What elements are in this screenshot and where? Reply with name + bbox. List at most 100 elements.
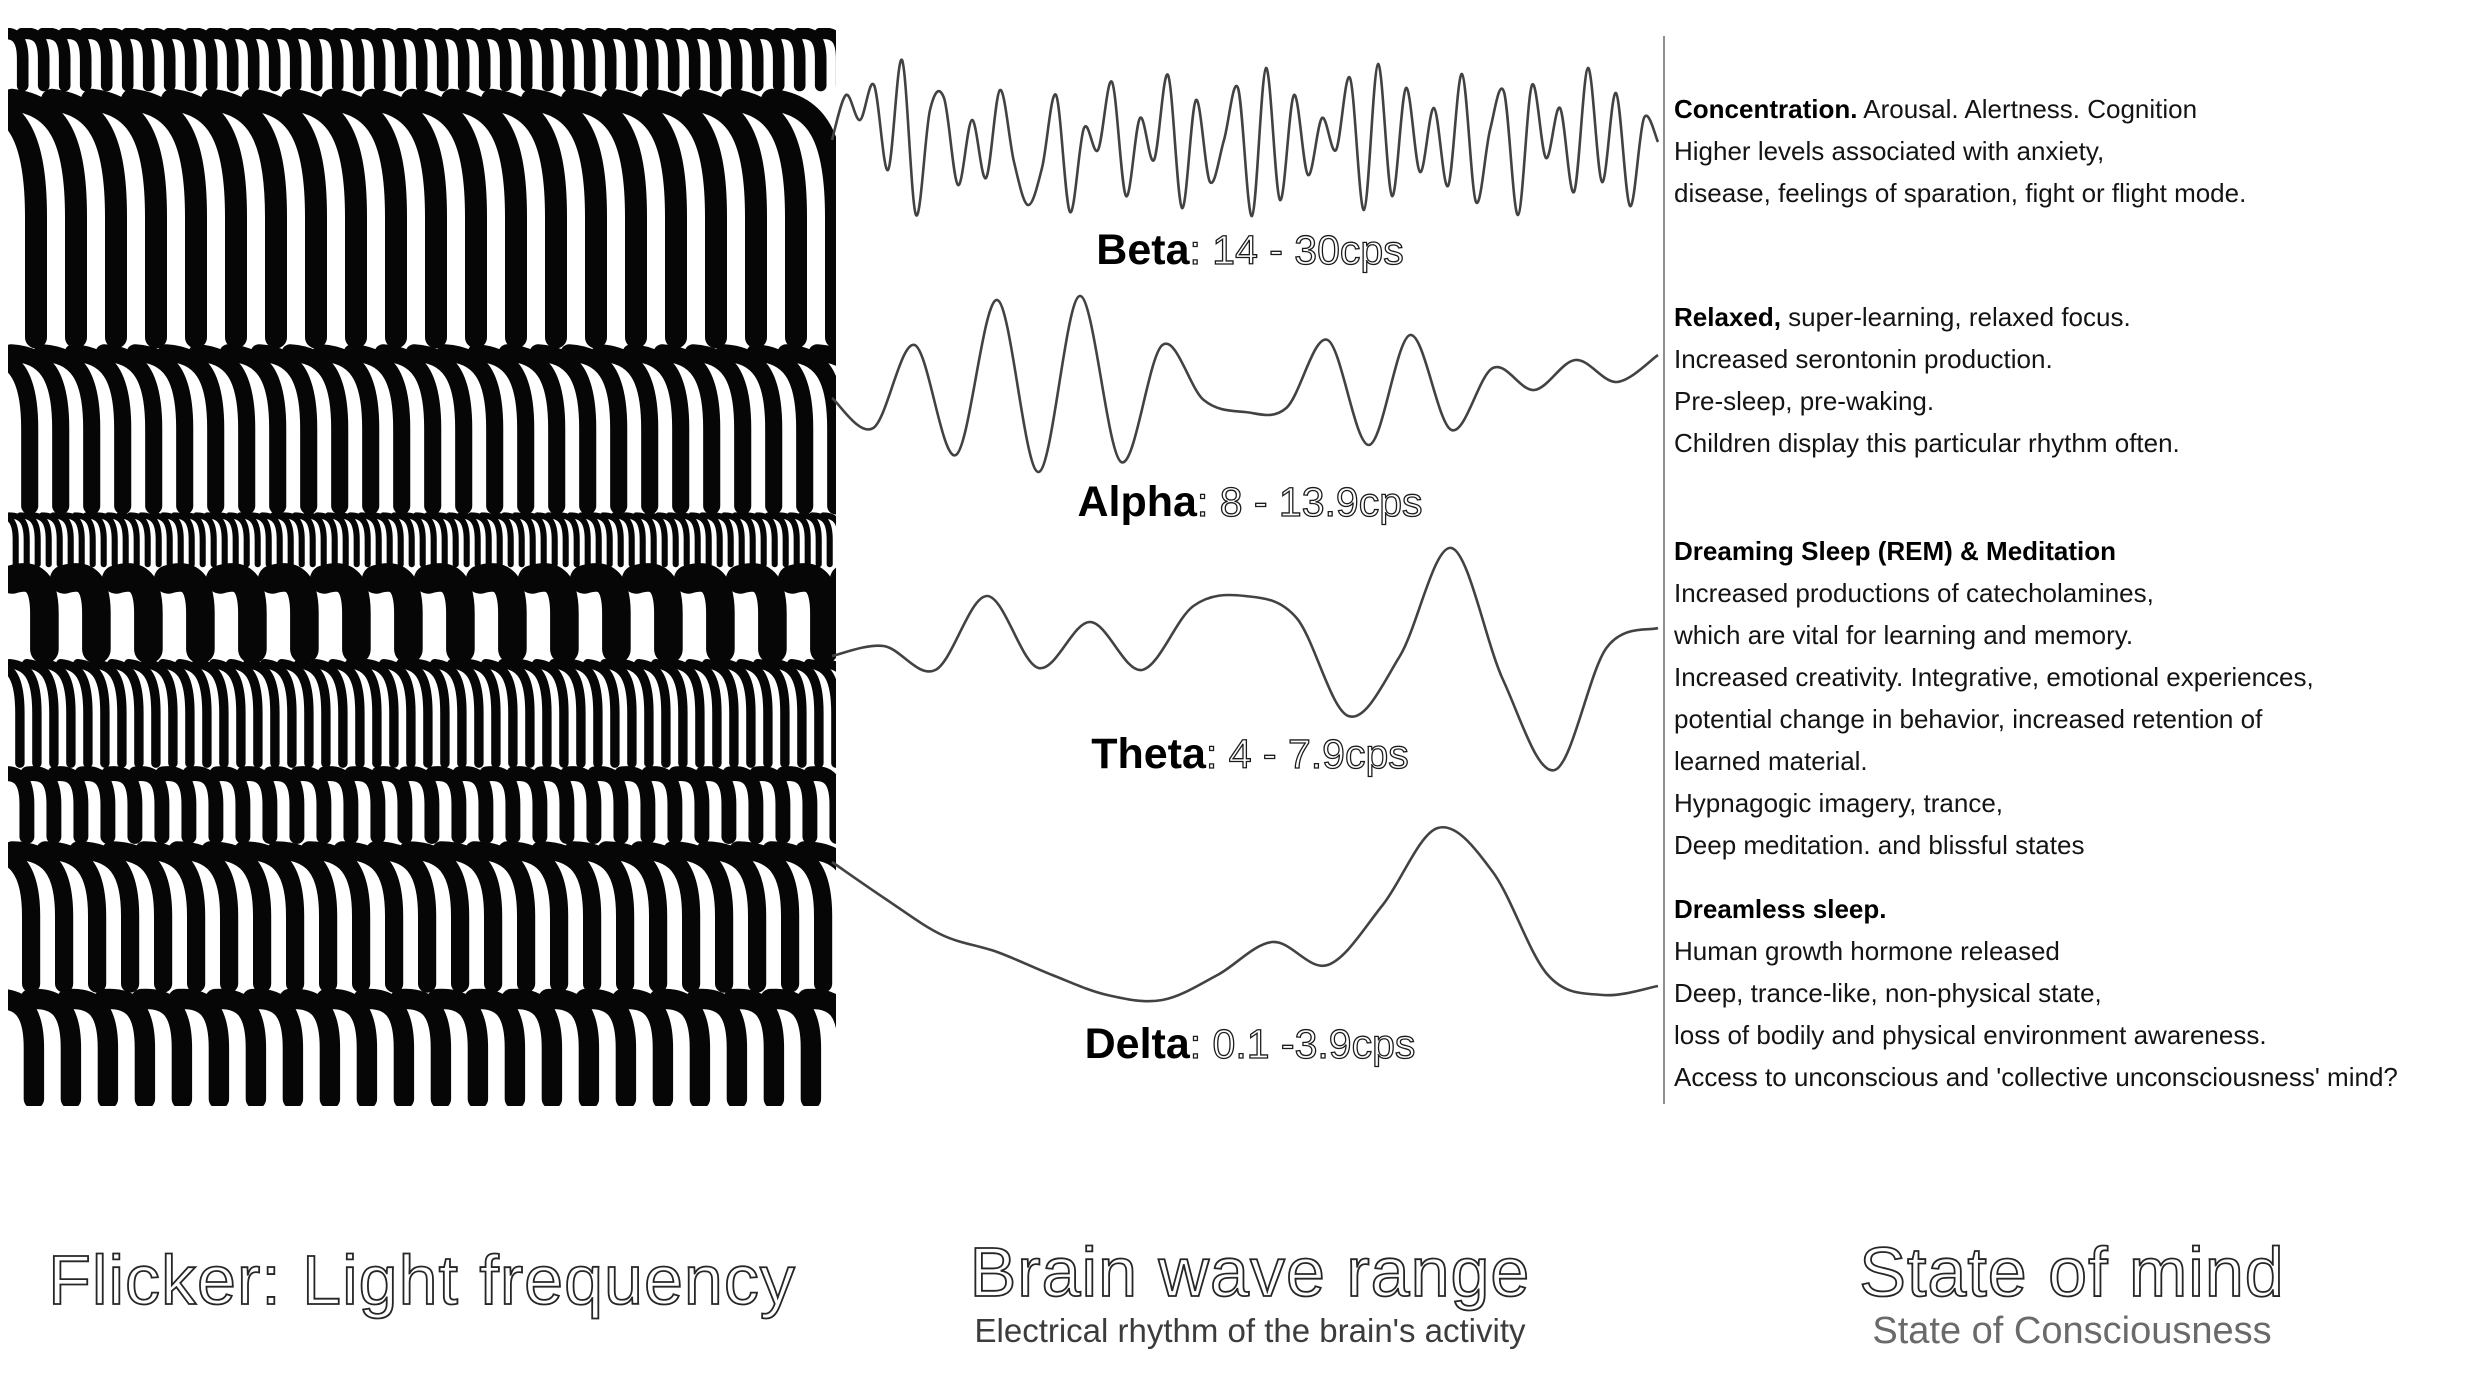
- flicker-stripe: [435, 512, 459, 568]
- flicker-stripe: [415, 28, 449, 92]
- flicker-stripe: [776, 766, 818, 844]
- flicker-stripe: [498, 659, 535, 768]
- flicker-stripe: [300, 841, 371, 993]
- flicker-stripe: [465, 841, 536, 993]
- flicker-stripe: [28, 512, 52, 568]
- flicker-stripe: [702, 659, 739, 768]
- flicker-stripe: [498, 344, 566, 515]
- flicker-stripe: [517, 563, 579, 664]
- wave-label-alpha: Alpha: 8 - 13.9cps: [836, 478, 1664, 527]
- flicker-stripe: [158, 659, 195, 768]
- flicker-stripe: [209, 766, 251, 844]
- flicker-stripe: [696, 841, 767, 993]
- flicker-stripe: [72, 512, 96, 568]
- flicker-stripe: [8, 344, 70, 515]
- flicker-stripe: [188, 344, 256, 515]
- wave-range: : 8 - 13.9cps: [1196, 478, 1423, 525]
- flicker-stripe: [506, 766, 548, 844]
- flicker-stripe: [641, 88, 727, 349]
- state-line: Relaxed, super-learning, relaxed focus.: [1674, 296, 2474, 338]
- flicker-stripe: [270, 512, 294, 568]
- flicker-stripe: [725, 563, 787, 664]
- flicker-stripe: [41, 88, 127, 349]
- flicker-stripe: [746, 344, 814, 515]
- flicker-stripe: [61, 512, 85, 568]
- flicker-stripe: [121, 88, 207, 349]
- flicker-stripe: [401, 88, 487, 349]
- flicker-stripe: [479, 512, 503, 568]
- wave-label-delta: Delta: 0.1 -3.9cps: [836, 1020, 1664, 1069]
- flicker-stripe: [241, 88, 327, 349]
- flicker-stripe: [95, 344, 163, 515]
- state-lead: Dreamless sleep.: [1674, 894, 1887, 924]
- flicker-stripe: [36, 841, 107, 993]
- flicker-stripe: [33, 344, 101, 515]
- flicker-stripe: [380, 512, 404, 568]
- flicker-stripe: [601, 88, 687, 349]
- flicker-stripe: [102, 841, 173, 993]
- flicker-stripe: [57, 988, 119, 1106]
- flicker-stripe: [644, 512, 668, 568]
- flicker-stripe: [413, 659, 450, 768]
- flicker-stripe: [808, 344, 836, 366]
- flicker-stripe: [248, 512, 272, 568]
- state-line: Children display this particular rhythm …: [1674, 428, 2180, 458]
- flicker-stripe: [20, 766, 62, 844]
- flicker-stripe: [668, 659, 705, 768]
- flicker-stripe: [583, 28, 617, 92]
- wave-label-theta: Theta: 4 - 7.9cps: [836, 730, 1664, 779]
- flicker-stripe: [668, 766, 710, 844]
- flicker-stripe: [617, 659, 654, 768]
- flicker-stripe: [604, 28, 638, 92]
- flicker-stripe: [50, 512, 74, 568]
- flicker-stripe: [630, 841, 701, 993]
- flicker-stripe: [499, 28, 533, 92]
- flicker-stripe: [723, 988, 785, 1106]
- flicker-stripe: [247, 28, 281, 92]
- flicker-stripe: [8, 663, 25, 768]
- flicker-stripe: [622, 512, 646, 568]
- wave-range: : 14 - 30cps: [1189, 226, 1405, 273]
- flicker-stripe: [358, 512, 382, 568]
- flicker-stripe: [193, 512, 217, 568]
- flicker-stripe: [135, 841, 206, 993]
- flicker-stripe: [259, 512, 283, 568]
- state-lead: Relaxed,: [1674, 302, 1781, 332]
- flicker-stripe: [201, 88, 287, 349]
- flicker-stripe: [8, 841, 74, 993]
- flicker-stripe: [797, 988, 836, 1029]
- flicker-stripe: [622, 344, 690, 515]
- flicker-stripe: [390, 988, 452, 1106]
- state-line: learned material.: [1674, 746, 1868, 776]
- wave-name: Alpha: [1077, 478, 1197, 526]
- flicker-stripe: [743, 512, 767, 568]
- flicker-stripe: [578, 512, 602, 568]
- flicker-stripe: [529, 344, 597, 515]
- flicker-stripe: [685, 659, 722, 768]
- flicker-stripe: [303, 512, 327, 568]
- flicker-stripe: [776, 512, 800, 568]
- state-line: Pre-sleep, pre-waking.: [1674, 386, 1935, 416]
- flicker-stripe: [532, 659, 569, 768]
- state-line: which are vital for learning and memory.: [1674, 620, 2134, 650]
- flicker-stripe: [427, 988, 489, 1106]
- flicker-stripe: [205, 28, 239, 92]
- flicker-stripe: [8, 563, 59, 664]
- flicker-stripe: [236, 766, 278, 844]
- flicker-stripe: [446, 512, 470, 568]
- wave-column-subtitle: Electrical rhythm of the brain's activit…: [974, 1312, 1526, 1349]
- flicker-stripe: [47, 766, 89, 844]
- flicker-stripe: [677, 512, 701, 568]
- flicker-stripe: [83, 512, 107, 568]
- state-block-delta: Dreamless sleep. Human growth hormone re…: [1674, 888, 2474, 1098]
- flicker-stripe: [205, 988, 267, 1106]
- flicker-stripe: [128, 766, 170, 844]
- state-lead-rest: Arousal. Alertness. Cognition: [1857, 94, 2198, 124]
- flicker-stripe: [171, 512, 195, 568]
- flicker-stripe: [795, 841, 836, 871]
- flicker-stripe: [94, 988, 156, 1106]
- flicker-stripe: [311, 659, 348, 768]
- flicker-stripe: [257, 563, 319, 664]
- flicker-stripe: [20, 988, 82, 1106]
- flicker-stripe: [116, 512, 140, 568]
